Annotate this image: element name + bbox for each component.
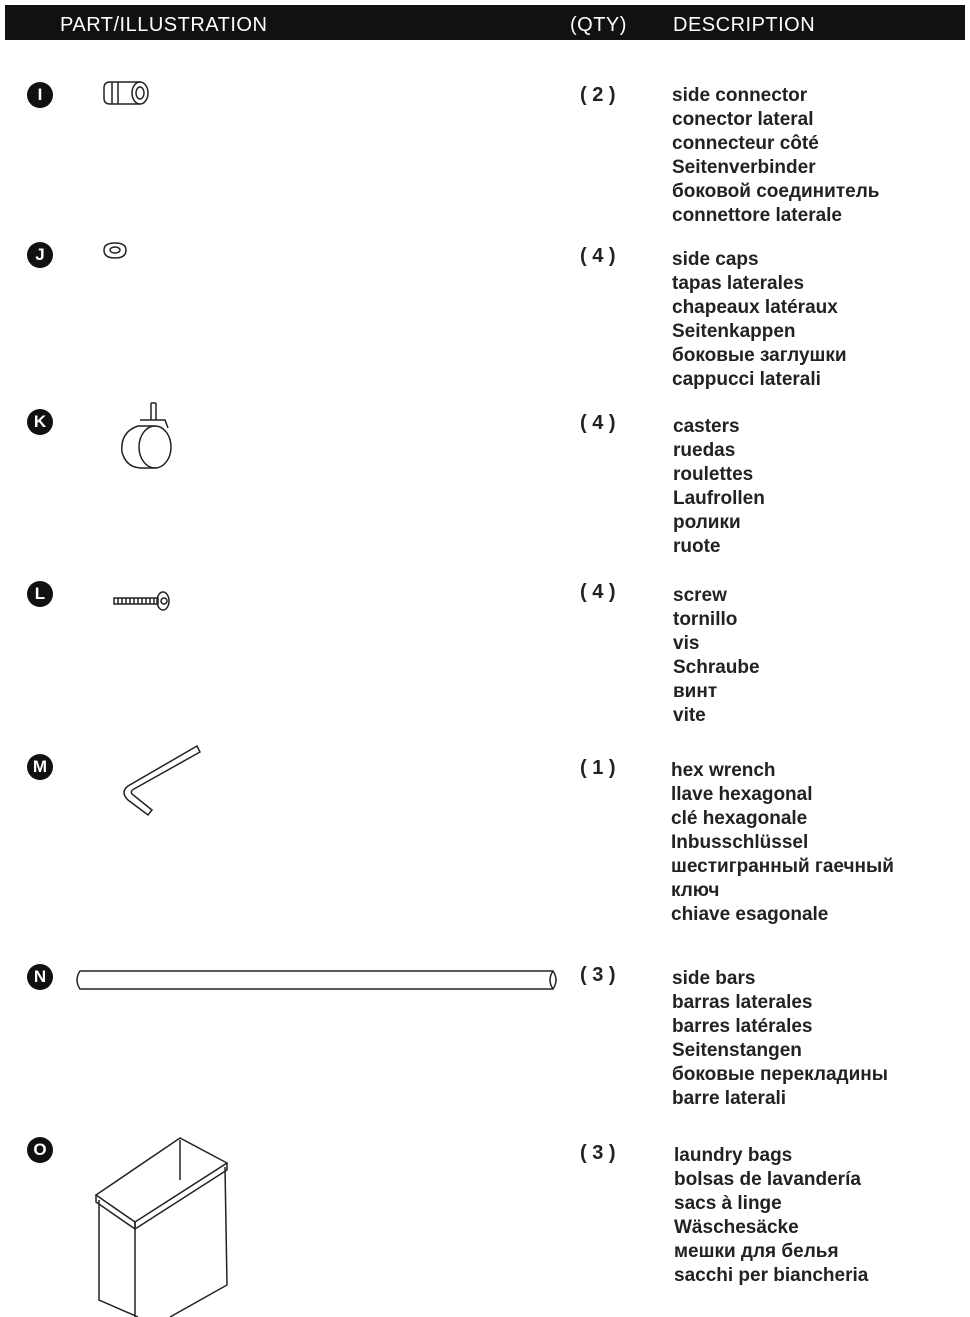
- bag-drawing: [94, 1137, 229, 1317]
- description-line: ruote: [673, 536, 721, 557]
- description: casters ruedas roulettes Laufrollen ролики ru…: [673, 415, 928, 559]
- description-line: tornillo: [673, 609, 738, 630]
- description-line: винт: [673, 681, 718, 702]
- description-line: боковые заглушки: [672, 345, 847, 366]
- part-letter: N: [27, 964, 53, 990]
- description-line: casters: [673, 416, 740, 437]
- part-letter: J: [27, 242, 53, 268]
- description-line: chiave esagonale: [671, 904, 829, 925]
- description-line: barras laterales: [672, 992, 813, 1013]
- bar-drawing: [76, 970, 557, 990]
- screw-drawing: [113, 591, 170, 611]
- description-line: connettore laterale: [672, 205, 842, 226]
- description-line: Schraube: [673, 657, 760, 678]
- description-line: clé hexagonale: [671, 808, 808, 829]
- description: screw tornillo vis Schraube винт vite: [673, 584, 928, 728]
- description-line: Inbusschlüssel: [671, 832, 809, 853]
- description-line: Seitenstangen: [672, 1040, 802, 1061]
- description-line: laundry bags: [674, 1145, 793, 1166]
- description-line: шестигранный гаечный ключ: [671, 856, 894, 901]
- description-line: Seitenverbinder: [672, 157, 816, 178]
- header-qty: (QTY): [570, 14, 627, 36]
- part-letter: M: [27, 754, 53, 780]
- quantity: ( 4 ): [580, 412, 616, 434]
- description-line: hex wrench: [671, 760, 776, 781]
- cap-drawing: [103, 242, 127, 259]
- description: side bars barras laterales barres latérale…: [672, 967, 927, 1111]
- description-line: боковые перекладины: [672, 1064, 888, 1085]
- description-line: vis: [673, 633, 700, 654]
- quantity: ( 3 ): [580, 964, 616, 986]
- description-line: chapeaux latéraux: [672, 297, 838, 318]
- caster-drawing: [121, 402, 172, 469]
- description-line: barre laterali: [672, 1088, 787, 1109]
- description-line: side connector: [672, 85, 808, 106]
- part-letter: L: [27, 581, 53, 607]
- description-line: connecteur côté: [672, 133, 819, 154]
- header-bar: PART/ILLUSTRATION (QTY) DESCRIPTION: [5, 5, 965, 40]
- part-letter: K: [27, 409, 53, 435]
- part-letter: O: [27, 1137, 53, 1163]
- description-line: roulettes: [673, 464, 754, 485]
- description-line: ролики: [673, 512, 741, 533]
- description-line: vite: [673, 705, 706, 726]
- description-line: bolsas de lavandería: [674, 1169, 861, 1190]
- description-line: ruedas: [673, 440, 736, 461]
- description: side caps tapas laterales chapeaux latérau…: [672, 248, 927, 392]
- description-line: conector lateral: [672, 109, 814, 130]
- quantity: ( 3 ): [580, 1142, 616, 1164]
- description-line: боковой соединитель: [672, 181, 880, 202]
- description-line: sacchi per biancheria: [674, 1265, 869, 1286]
- quantity: ( 4 ): [580, 581, 616, 603]
- description-line: side caps: [672, 249, 759, 270]
- description-line: мешки для белья: [674, 1241, 839, 1262]
- description: side connector conector lateral connecteur…: [672, 84, 927, 228]
- header-description: DESCRIPTION: [673, 14, 816, 36]
- connector-drawing: [103, 81, 149, 105]
- quantity: ( 4 ): [580, 245, 616, 267]
- description-line: side bars: [672, 968, 756, 989]
- quantity: ( 1 ): [580, 757, 616, 779]
- description: hex wrench llave hexagonal clé hexagonale I…: [671, 759, 926, 927]
- description-line: barres latérales: [672, 1016, 813, 1037]
- description-line: sacs à linge: [674, 1193, 782, 1214]
- description-line: llave hexagonal: [671, 784, 813, 805]
- part-letter: I: [27, 82, 53, 108]
- description-line: Seitenkappen: [672, 321, 796, 342]
- description-line: cappucci laterali: [672, 369, 821, 390]
- description: laundry bags bolsas de lavandería sacs à l…: [674, 1144, 929, 1288]
- quantity: ( 2 ): [580, 84, 616, 106]
- description-line: tapas laterales: [672, 273, 805, 294]
- description-line: Laufrollen: [673, 488, 765, 509]
- header-part: PART/ILLUSTRATION: [60, 14, 268, 36]
- description-line: screw: [673, 585, 727, 606]
- description-line: Wäschesäcke: [674, 1217, 799, 1238]
- wrench-drawing: [123, 744, 201, 817]
